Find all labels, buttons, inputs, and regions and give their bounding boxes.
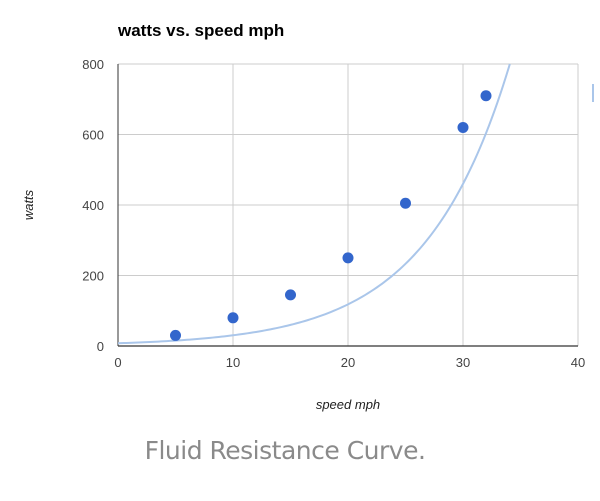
chart-title: watts vs. speed mph (117, 21, 284, 40)
y-tick-label: 200 (82, 269, 104, 284)
data-points (170, 90, 492, 341)
x-tick-label: 20 (341, 355, 355, 370)
y-tick-label: 600 (82, 128, 104, 143)
x-tick-label: 0 (114, 355, 121, 370)
figure-caption: Fluid Resistance Curve. (144, 436, 426, 465)
data-point (400, 197, 411, 209)
x-tick-label: 40 (571, 355, 585, 370)
x-axis-label: speed mph (316, 397, 380, 412)
y-axis-label: watts (21, 189, 36, 220)
y-tick-label: 800 (82, 57, 104, 72)
data-point (285, 289, 296, 301)
y-tick-label: 400 (82, 198, 104, 213)
y-tick-label: 0 (97, 339, 104, 354)
data-point (170, 329, 181, 341)
data-point (457, 121, 469, 133)
data-point (342, 252, 354, 264)
grid (118, 63, 579, 346)
data-point (227, 312, 239, 324)
x-tick-label: 30 (456, 355, 470, 370)
trendline (117, 63, 511, 345)
data-point (480, 90, 492, 102)
legend-marker (592, 84, 594, 102)
x-tick-label: 10 (226, 355, 240, 370)
axes (117, 64, 578, 347)
chart: watts vs. speed mph 0 10 20 30 4002004006008… (21, 21, 585, 412)
